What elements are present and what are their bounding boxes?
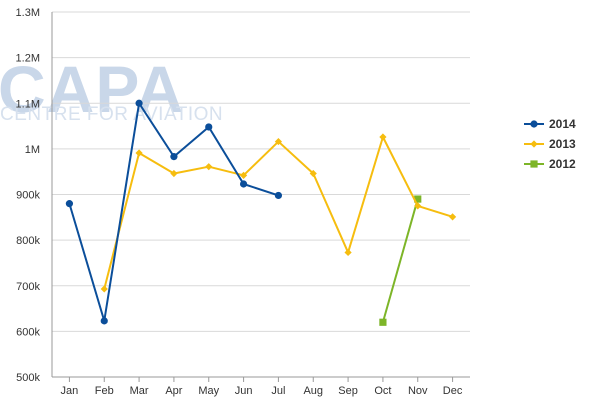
x-tick-label: Mar [130,385,149,397]
x-tick-label: Aug [303,385,323,397]
data-point-2013 [205,163,213,171]
data-point-2014 [65,200,74,208]
legend-marker [530,140,538,148]
data-point-2013 [414,202,422,210]
y-tick-label: 1.2M [16,53,40,65]
series-line-2013 [103,136,453,290]
y-tick-label: 500k [16,372,40,384]
data-point-2013 [100,285,108,293]
y-tick-label: 800k [16,235,40,247]
series-layer [65,99,457,326]
series-2012 [379,195,422,326]
data-point-2013 [135,149,143,157]
series-2014 [65,99,283,325]
legend-item-2013: 2013 [524,137,576,151]
data-point-2014 [100,317,108,325]
legend-label: 2012 [549,157,576,171]
watermark-tagline: CENTRE FOR AVIATION [0,104,223,125]
y-tick-label: 700k [16,281,40,293]
y-tick-label: 900k [16,190,40,202]
legend-label: 2013 [549,137,576,151]
x-tick-label: Oct [374,385,391,397]
y-tick-label: 1M [25,144,40,156]
y-axis: 500k 600k 700k 800k 900k 1M 1.1M 1.2M 1.3M [16,7,53,384]
x-tick-label: Apr [165,385,182,397]
watermark-brand: CAPA [0,52,184,126]
data-point-2013 [448,213,457,221]
legend-item-2014: 2014 [524,117,576,131]
legend-label: 2014 [549,117,576,131]
legend-marker [530,120,538,128]
x-tick-label: Sep [338,385,358,397]
data-point-2014 [135,99,143,107]
data-point-2014 [205,123,213,131]
x-tick-label: Jun [235,385,253,397]
series-line-2014 [68,102,279,322]
data-point-2013 [170,169,178,178]
y-tick-label: 1.1M [16,98,40,110]
series-2013 [100,133,457,293]
x-tick-label: Jul [271,385,285,397]
data-point-2012 [414,195,422,203]
data-point-2013 [239,171,248,179]
data-point-2012 [379,318,387,326]
data-point-2013 [274,137,283,146]
x-tick-label: Nov [408,385,428,397]
x-axis: Jan Feb Mar Apr May Jun Jul Aug Sep Oct Nov Dec [61,377,463,397]
x-tick-label: Dec [443,385,463,397]
y-tick-label: 600k [16,326,40,338]
x-tick-label: Feb [95,385,114,397]
data-point-2014 [239,180,248,188]
data-point-2013 [344,248,352,257]
legend-marker [530,160,538,168]
x-tick-label: May [198,385,219,397]
data-point-2014 [274,191,283,200]
data-point-2013 [309,169,317,178]
capa-watermark: CAPA CENTRE FOR AVIATION [0,52,223,126]
legend-item-2012: 2012 [524,157,576,171]
y-tick-label: 1.3M [16,7,40,19]
gridlines [52,11,470,378]
legend: 2014 2013 2012 [524,117,576,171]
series-line-2012 [381,198,419,323]
x-tick-label: Jan [61,385,79,397]
data-point-2013 [379,133,387,141]
data-point-2014 [170,153,178,161]
